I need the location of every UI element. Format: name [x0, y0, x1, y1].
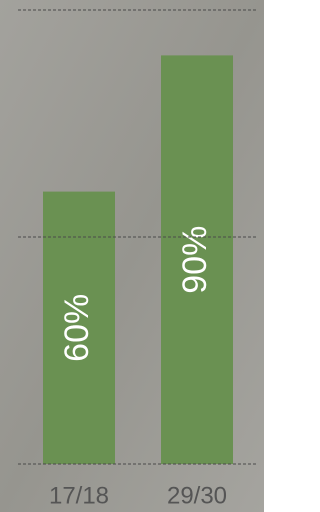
value-label: 90%	[176, 226, 214, 294]
x-tick-label: 17/18	[49, 482, 109, 509]
value-label: 60%	[58, 294, 96, 362]
chart: 60% 17/18 90% 29/30	[0, 0, 264, 512]
x-tick-label: 29/30	[167, 482, 227, 509]
